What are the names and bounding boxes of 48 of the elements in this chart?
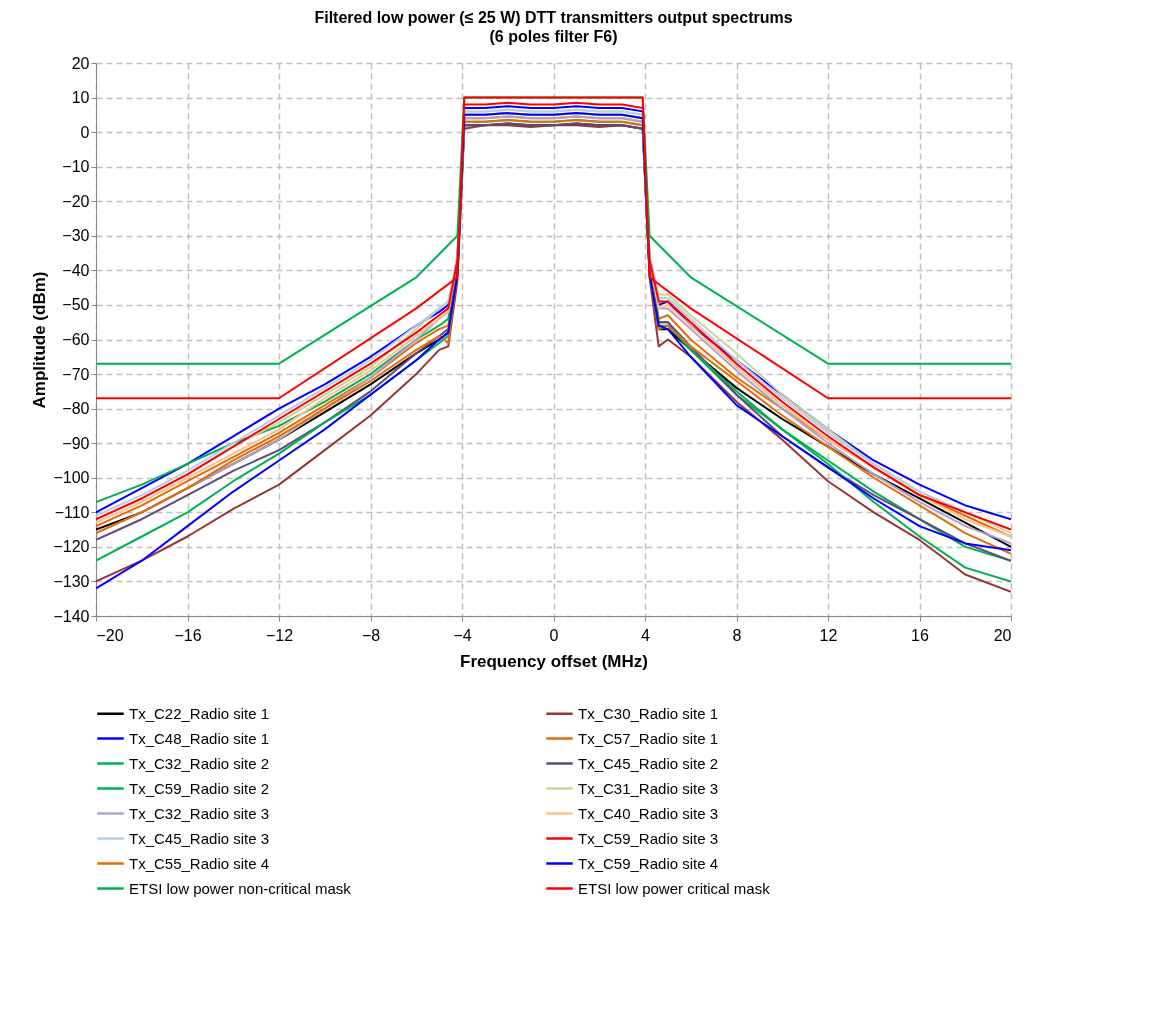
legend-label: ETSI low power critical mask [578, 879, 771, 897]
legend-label: Tx_C48_Radio site 1 [129, 729, 270, 747]
y-tick-label: −40 [62, 261, 90, 279]
y-tick-label: −80 [62, 400, 90, 418]
legend-label: Tx_C59_Radio site 2 [129, 779, 270, 797]
y-tick-label: 0 [80, 123, 90, 141]
legend-label: Tx_C59_Radio site 4 [578, 854, 719, 872]
y-tick-label: −10 [62, 158, 90, 176]
legend-label: Tx_C45_Radio site 3 [129, 829, 270, 847]
legend-label: Tx_C32_Radio site 3 [129, 804, 270, 822]
x-tick-label: −20 [96, 626, 124, 644]
legend-label: Tx_C55_Radio site 4 [129, 854, 270, 872]
legend-label: ETSI low power non-critical mask [129, 879, 352, 897]
y-tick-label: −100 [53, 469, 90, 487]
x-tick-label: 12 [819, 626, 838, 644]
y-tick-label: −140 [53, 607, 90, 625]
x-tick-label: −16 [174, 626, 202, 644]
legend-label: Tx_C30_Radio site 1 [578, 704, 719, 722]
legend-label: Tx_C59_Radio site 3 [578, 829, 719, 847]
x-tick-label: 16 [911, 626, 929, 644]
y-tick-label: −60 [62, 331, 90, 348]
chart-title: Filtered low power (≤ 25 W) DTT transmitters output spectrums [314, 9, 793, 26]
x-tick-label: 8 [732, 626, 742, 644]
chart-subtitle: (6 poles filter F6) [489, 28, 618, 45]
y-tick-label: −90 [62, 434, 90, 452]
x-tick-label: −4 [453, 626, 472, 644]
y-tick-label: 10 [71, 89, 90, 107]
y-tick-label: −50 [62, 296, 90, 314]
x-tick-label: 0 [549, 626, 559, 644]
y-axis-title: Amplitude (dBm) [30, 271, 50, 409]
y-tick-label: −110 [54, 503, 90, 521]
legend-label: Tx_C45_Radio site 2 [578, 754, 719, 772]
y-tick-label: −70 [62, 365, 90, 383]
legend-label: Tx_C32_Radio site 2 [129, 754, 270, 772]
x-tick-label: −12 [265, 626, 294, 644]
y-tick-label: 20 [71, 54, 90, 72]
y-tick-label: −30 [62, 227, 90, 245]
y-tick-label: −130 [53, 572, 90, 590]
y-tick-label: −120 [53, 538, 90, 556]
x-tick-label: 4 [641, 626, 651, 644]
legend-label: Tx_C40_Radio site 3 [578, 804, 719, 822]
x-tick-label: −8 [361, 626, 381, 644]
y-tick-label: −20 [62, 192, 90, 210]
legend-label: Tx_C57_Radio site 1 [578, 729, 719, 747]
legend-label: Tx_C31_Radio site 3 [578, 779, 719, 797]
x-axis-title: Frequency offset (MHz) [460, 651, 648, 671]
x-tick-label: 20 [993, 626, 1012, 644]
legend-label: Tx_C22_Radio site 1 [129, 704, 270, 722]
